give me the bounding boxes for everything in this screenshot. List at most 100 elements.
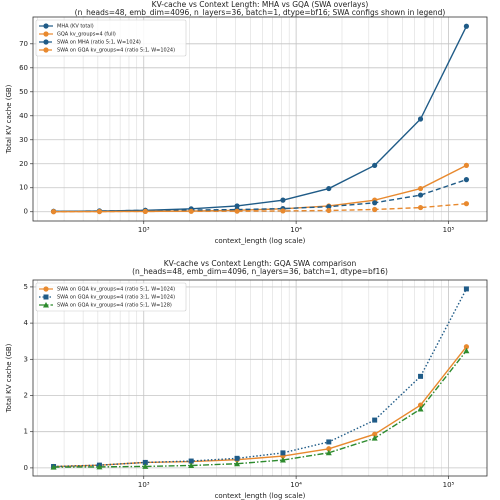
marker <box>280 450 286 456</box>
x-tick-label: 10⁵ <box>443 481 455 489</box>
marker <box>463 286 469 292</box>
marker <box>234 455 240 461</box>
marker <box>234 203 240 209</box>
y-tick-label: 40 <box>19 112 28 120</box>
legend-label: MHA (KV total) <box>57 24 94 30</box>
y-tick-label: 1 <box>24 428 28 436</box>
chart-title: KV-cache vs Context Length: MHA vs GQA (… <box>152 0 369 9</box>
marker <box>463 201 470 207</box>
line <box>53 346 467 468</box>
series <box>50 347 470 470</box>
legend-marker <box>43 302 49 308</box>
x-axis-label: context_length (log scale) <box>215 492 306 500</box>
y-tick-label: 4 <box>24 319 29 327</box>
legend-marker <box>43 39 49 45</box>
marker <box>417 185 424 192</box>
plot-frame <box>32 16 488 222</box>
marker <box>417 406 424 412</box>
chart-subtitle: (n_heads=48, emb_dim=4096, n_layers=36, … <box>75 8 446 17</box>
marker <box>418 373 424 379</box>
legend-label: SWA on GQA kv_groups=4 (ratio 5:1, W=102… <box>57 48 175 54</box>
y-tick-label: 0 <box>24 464 28 472</box>
marker <box>326 439 332 445</box>
marker <box>279 457 286 463</box>
chart-title: KV-cache vs Context Length: GQA SWA comp… <box>164 259 357 268</box>
x-tick-label: 10⁴ <box>290 481 302 489</box>
marker <box>372 417 378 423</box>
marker <box>372 200 378 206</box>
marker <box>96 208 103 215</box>
legend-box <box>35 19 187 57</box>
y-axis-label: Total KV cache (GB) <box>5 343 13 413</box>
y-tick-label: 0 <box>24 208 28 216</box>
marker <box>372 206 378 213</box>
marker <box>234 208 240 214</box>
marker <box>188 458 194 464</box>
legend-label: SWA on GQA kv_groups=4 (ratio 5:1, W=128… <box>57 303 172 309</box>
series <box>50 344 470 470</box>
legend-label: SWA on GQA kv_groups=4 (ratio 5:1, W=102… <box>57 287 175 293</box>
y-tick-label: 20 <box>19 160 28 168</box>
legend-marker <box>43 31 49 37</box>
legend-box <box>35 282 187 312</box>
x-tick-label: 10³ <box>138 226 150 234</box>
marker <box>326 204 332 210</box>
y-tick-label: 30 <box>19 136 28 144</box>
marker <box>326 446 332 452</box>
line <box>53 288 468 468</box>
y-tick-label: 10 <box>19 184 28 192</box>
marker <box>188 208 194 214</box>
marker <box>96 463 103 470</box>
line <box>53 350 467 468</box>
marker <box>463 23 470 29</box>
series <box>50 201 470 215</box>
chart-subtitle: (n_heads=48, emb_dim=4096, n_layers=36, … <box>132 267 388 276</box>
marker <box>142 463 149 469</box>
marker <box>50 464 57 470</box>
legend-marker <box>43 294 49 300</box>
marker <box>280 197 286 203</box>
legend-marker <box>43 286 49 292</box>
marker <box>417 116 424 122</box>
marker <box>50 209 57 215</box>
marker <box>371 435 378 441</box>
marker <box>326 185 332 192</box>
x-axis-label: context_length (log scale) <box>215 237 306 245</box>
y-tick-label: 50 <box>19 88 28 96</box>
marker <box>372 162 378 168</box>
line <box>53 164 467 213</box>
y-tick-label: 60 <box>19 64 28 72</box>
y-tick-label: 2 <box>24 392 28 400</box>
legend-marker <box>43 47 49 53</box>
legend-marker <box>43 23 49 29</box>
legend-label: SWA on MHA (ratio 5:1, W=1024) <box>57 40 141 46</box>
marker <box>325 449 332 456</box>
series <box>50 162 470 215</box>
x-tick-label: 10³ <box>138 481 150 489</box>
plot-frame <box>32 279 488 477</box>
y-tick-label: 3 <box>24 355 28 363</box>
series <box>51 286 469 470</box>
legend-label: GQA kv_groups=4 (full) <box>57 32 116 38</box>
x-tick-label: 10⁵ <box>443 226 455 234</box>
line <box>53 203 467 213</box>
marker <box>142 208 148 214</box>
marker <box>417 192 424 198</box>
marker <box>372 431 378 437</box>
marker <box>326 207 332 214</box>
marker <box>463 162 470 168</box>
x-tick-label: 10⁴ <box>290 226 302 234</box>
marker <box>280 208 286 214</box>
marker <box>463 347 470 354</box>
line <box>53 178 467 213</box>
legend-label: SWA on GQA kv_groups=4 (ratio 3:1, W=102… <box>57 295 175 301</box>
marker <box>142 459 148 465</box>
marker <box>188 462 195 469</box>
y-tick-label: 5 <box>24 283 28 291</box>
marker <box>417 204 424 211</box>
y-axis-label: Total KV cache (GB) <box>5 84 13 154</box>
marker <box>463 177 470 183</box>
y-tick-label: 70 <box>19 40 28 48</box>
marker <box>463 344 470 350</box>
